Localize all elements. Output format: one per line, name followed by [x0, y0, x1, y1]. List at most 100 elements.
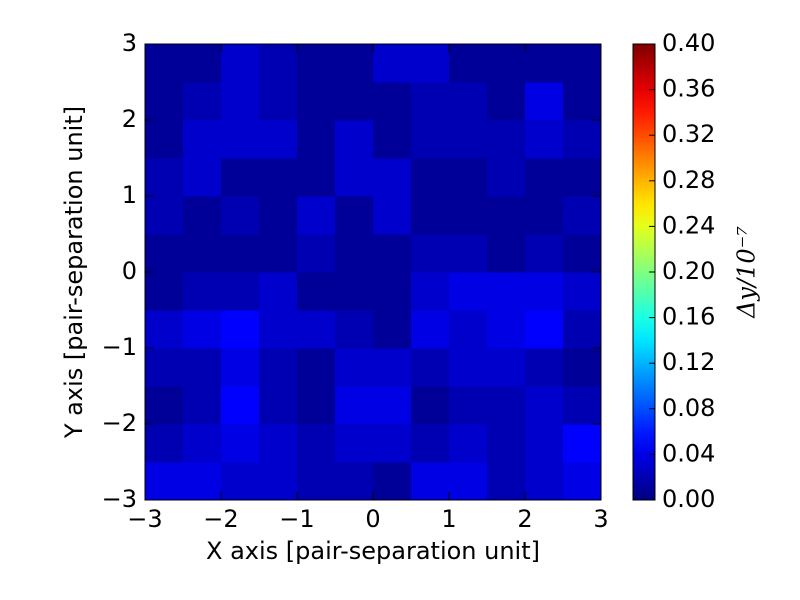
heatmap-cell — [221, 424, 260, 463]
heatmap-cell — [145, 44, 184, 83]
heatmap-cell — [411, 234, 450, 273]
heatmap-cell — [373, 120, 412, 159]
heatmap-cell — [145, 272, 184, 311]
heatmap-cell — [335, 158, 374, 197]
heatmap-cell — [373, 310, 412, 349]
heatmap-cell — [221, 234, 260, 273]
heatmap-cell — [487, 424, 526, 463]
heatmap-cell — [297, 272, 336, 311]
heatmap-cell — [259, 234, 298, 273]
heatmap-cell — [563, 158, 602, 197]
heatmap-cell — [335, 82, 374, 121]
heatmap-cell — [297, 82, 336, 121]
heatmap-cell — [221, 158, 260, 197]
heatmap-cell — [259, 82, 298, 121]
heatmap-cell — [145, 82, 184, 121]
heatmap-cell — [373, 348, 412, 387]
heatmap-cell — [145, 158, 184, 197]
heatmap-cell — [525, 310, 564, 349]
heatmap-cell — [449, 120, 488, 159]
heatmap-cell — [563, 424, 602, 463]
heatmap-cell — [145, 348, 184, 387]
heatmap-cell — [221, 462, 260, 501]
heatmap-cell — [563, 196, 602, 235]
heatmap-cell — [411, 158, 450, 197]
heatmap-cell — [183, 82, 222, 121]
colorbar-tick-label: 0.04 — [662, 439, 715, 467]
heatmap-cell — [259, 196, 298, 235]
colorbar-label: Δy/10⁻⁷ — [733, 226, 761, 319]
heatmap-cell — [183, 348, 222, 387]
heatmap-cell — [563, 386, 602, 425]
heatmap-cell — [221, 386, 260, 425]
heatmap-cell — [449, 158, 488, 197]
heatmap-cell — [449, 272, 488, 311]
heatmap-cell — [221, 310, 260, 349]
x-tick-label: −3 — [127, 505, 162, 533]
heatmap-cell — [373, 234, 412, 273]
heatmap-cell — [411, 424, 450, 463]
heatmap-cell — [221, 348, 260, 387]
y-tick-label: −2 — [102, 409, 137, 437]
heatmap-cell — [259, 120, 298, 159]
heatmap-cell — [259, 158, 298, 197]
heatmap-cell — [259, 348, 298, 387]
heatmap-cell — [183, 386, 222, 425]
y-tick-label: −3 — [102, 485, 137, 513]
heatmap-cell — [297, 44, 336, 83]
x-tick-label: 1 — [441, 505, 456, 533]
heatmap-cell — [525, 158, 564, 197]
heatmap-cell — [487, 272, 526, 311]
heatmap-cell — [259, 424, 298, 463]
heatmap-cell — [411, 44, 450, 83]
heatmap-cell — [563, 44, 602, 83]
heatmap-cell — [449, 386, 488, 425]
x-tick-label: −1 — [279, 505, 314, 533]
heatmap-cell — [449, 44, 488, 83]
heatmap-cell — [259, 272, 298, 311]
heatmap-cell — [183, 196, 222, 235]
heatmap-cell — [145, 310, 184, 349]
colorbar-tick-label: 0.40 — [662, 29, 715, 57]
heatmap-cell — [487, 120, 526, 159]
heatmap-cell — [259, 44, 298, 83]
heatmap-cell — [297, 424, 336, 463]
heatmap-cell — [525, 120, 564, 159]
x-axis-label: X axis [pair-separation unit] — [206, 537, 540, 565]
heatmap-cell — [335, 424, 374, 463]
heatmap-cell — [183, 272, 222, 311]
heatmap-cell — [449, 310, 488, 349]
heatmap-cell — [449, 82, 488, 121]
heatmap-cell — [297, 348, 336, 387]
heatmap-cell — [259, 386, 298, 425]
heatmap-cell — [411, 82, 450, 121]
colorbar-tick-label: 0.24 — [662, 211, 715, 239]
colorbar-tick-label: 0.32 — [662, 120, 715, 148]
x-tick-label: 2 — [517, 505, 532, 533]
heatmap-cell — [525, 196, 564, 235]
y-tick-label: 1 — [122, 181, 137, 209]
heatmap-cell — [335, 348, 374, 387]
heatmap-cell — [297, 386, 336, 425]
heatmap-cell — [259, 462, 298, 501]
y-axis-label: Y axis [pair-separation unit] — [60, 106, 88, 439]
heatmap-cell — [563, 462, 602, 501]
heatmap-cell — [145, 234, 184, 273]
heatmap-cell — [487, 462, 526, 501]
heatmap-cell — [373, 462, 412, 501]
heatmap-cell — [449, 424, 488, 463]
colorbar-tick-label: 0.36 — [662, 75, 715, 103]
heatmap-cell — [335, 196, 374, 235]
heatmap-cell — [373, 82, 412, 121]
colorbar-tick-label: 0.16 — [662, 303, 715, 331]
heatmap-cell — [411, 310, 450, 349]
heatmap-cell — [411, 272, 450, 311]
heatmap-cell — [145, 462, 184, 501]
heatmap-cell — [259, 310, 298, 349]
heatmap-cell — [411, 120, 450, 159]
heatmap-cell — [525, 272, 564, 311]
heatmap-cell — [373, 44, 412, 83]
heatmap-cell — [297, 196, 336, 235]
heatmap-cell — [487, 158, 526, 197]
heatmap-cell — [525, 82, 564, 121]
